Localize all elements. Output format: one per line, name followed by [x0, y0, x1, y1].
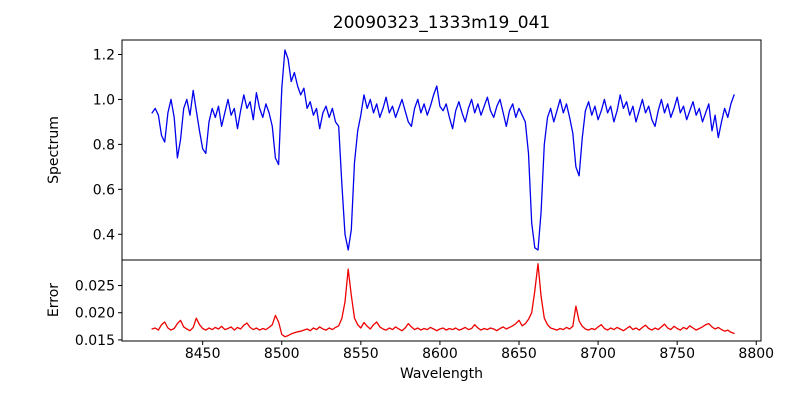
chart-title: 20090323_1333m19_041 [332, 13, 551, 33]
y-tick-label: 1.2 [93, 47, 115, 63]
y-tick-label: 0.025 [75, 279, 115, 295]
y-tick-label: 0.4 [93, 227, 115, 243]
x-tick-label: 8800 [738, 346, 774, 362]
x-tick-label: 8650 [501, 346, 537, 362]
x-tick-label: 8750 [659, 346, 695, 362]
spectrum-panel-frame [121, 39, 762, 261]
x-tick-label: 8450 [185, 346, 221, 362]
y-tick-label: 0.8 [93, 137, 115, 153]
y-tick-label: 1.0 [93, 92, 115, 108]
x-tick-label: 8600 [422, 346, 458, 362]
error-panel-frame [121, 259, 762, 342]
error-line [151, 263, 735, 338]
x-tick-label: 8550 [343, 346, 379, 362]
y-tick-label: 0.015 [75, 333, 115, 349]
x-tick-label: 8500 [264, 346, 300, 362]
spectrum-line [151, 49, 735, 251]
x-tick-label: 8700 [580, 346, 616, 362]
y-tick-label: 0.020 [75, 306, 115, 322]
y-tick-label: 0.6 [93, 182, 115, 198]
x-axis-label: Wavelength [399, 366, 484, 382]
